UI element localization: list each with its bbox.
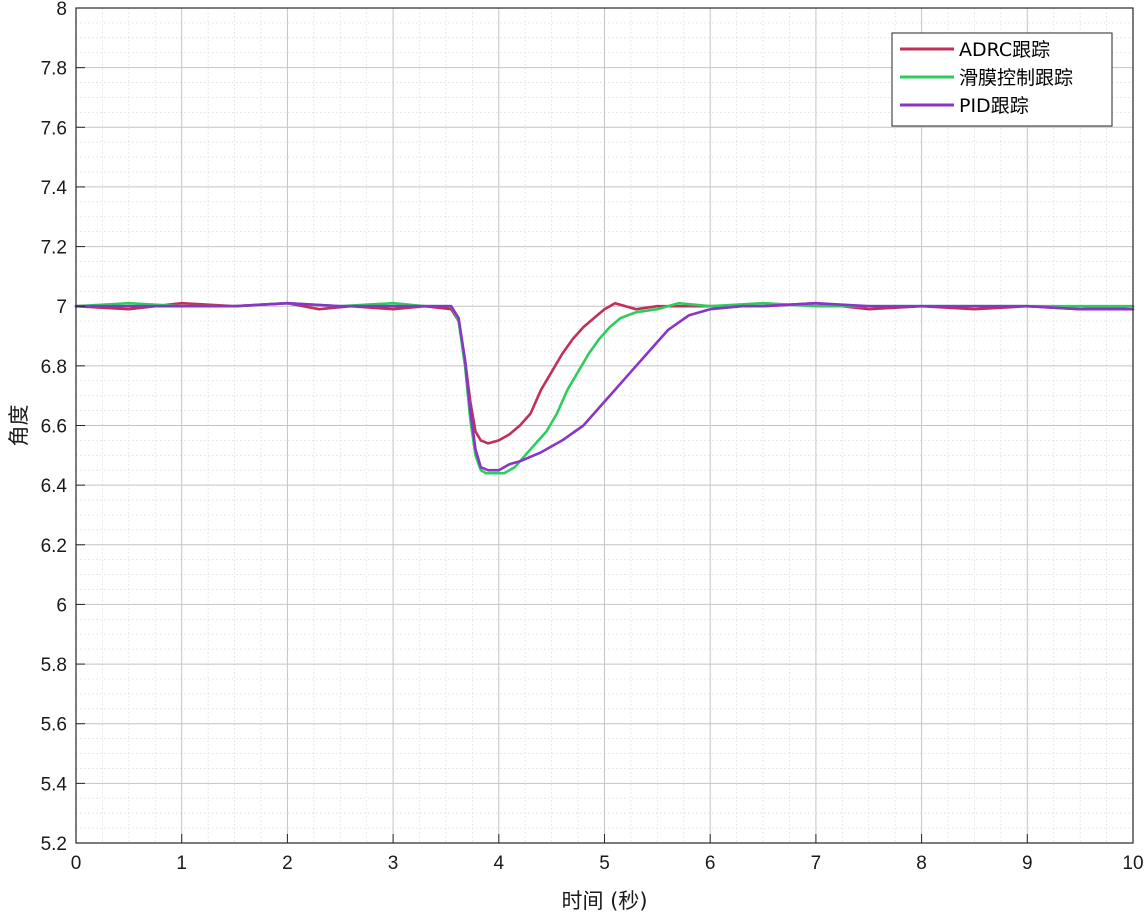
y-tick-label: 5.2 (41, 834, 67, 855)
grid (75, 7, 1134, 844)
legend-entry-3: PID跟踪 (959, 95, 1029, 117)
y-tick-label: 5.4 (41, 774, 68, 795)
x-tick-label: 8 (916, 853, 927, 874)
series-group (74, 301, 1135, 475)
y-tick-label: 6.8 (41, 357, 67, 378)
y-tick-label: 7.6 (41, 118, 67, 139)
x-tick-label: 2 (282, 853, 293, 874)
x-tick-label: 3 (388, 853, 399, 874)
legend-entry-2: 滑膜控制跟踪 (959, 67, 1073, 89)
y-tick-label: 7 (56, 297, 67, 318)
series-line-3 (74, 301, 1135, 472)
x-tick-label: 6 (705, 853, 716, 874)
y-tick-label: 6 (56, 595, 67, 616)
y-tick-label: 6.4 (41, 476, 68, 497)
x-tick-label: 9 (1022, 853, 1033, 874)
x-tick-label: 1 (176, 853, 187, 874)
y-tick-label: 6.2 (41, 536, 67, 557)
y-tick-label: 6.6 (41, 417, 67, 438)
y-tick-label: 8 (56, 0, 67, 20)
x-tick-label: 7 (811, 853, 822, 874)
y-tick-label: 7.4 (41, 178, 68, 199)
y-axis-label: 角度 (7, 405, 31, 447)
legend-entry-1: ADRC跟踪 (959, 39, 1050, 61)
x-tick-label: 10 (1122, 853, 1143, 874)
tick-labels: 0 1 2 3 4 5 6 7 8 9 10 5.2 5.4 5.6 5.8 6 6.2 6.4 6.6 6.8 7 7.… (41, 0, 1144, 874)
y-tick-label: 5.8 (41, 655, 67, 676)
y-tick-label: 5.6 (41, 715, 67, 736)
x-tick-label: 4 (494, 853, 505, 874)
y-tick-label: 7.2 (41, 238, 67, 259)
x-tick-label: 0 (71, 853, 82, 874)
y-tick-label: 7.8 (41, 59, 67, 80)
x-axis-label: 时间 (秒) (561, 889, 647, 913)
x-tick-label: 5 (599, 853, 610, 874)
